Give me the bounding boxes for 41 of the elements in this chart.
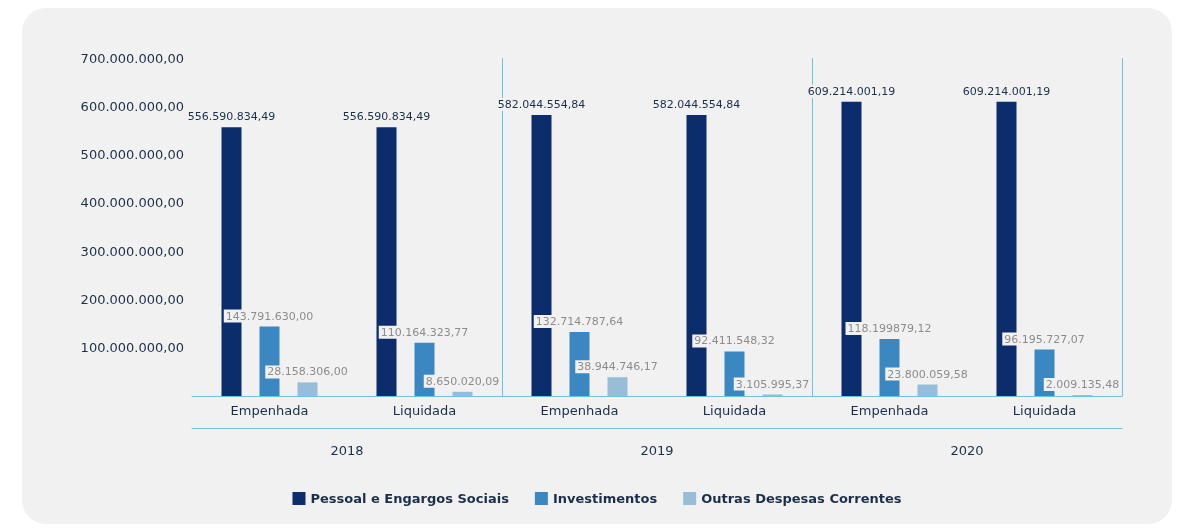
data-label: 96.195.727,07 [1004, 332, 1085, 346]
x-tick-label: Liquidada [1012, 403, 1077, 418]
data-label: 92.411.548,32 [694, 334, 775, 348]
data-label: 556.590.834,49 [342, 110, 431, 124]
data-label: 556.590.834,49 [187, 110, 276, 124]
y-tick-label: 600.000.000,00 [80, 98, 184, 114]
x-tick-label: Empenhada [230, 403, 309, 418]
bar [607, 377, 628, 396]
data-label: 110.164.323,77 [380, 325, 469, 339]
data-label: 609.214.001,19 [807, 84, 896, 98]
legend-label: Pessoal e Engargos Sociais [310, 491, 510, 506]
data-label: 2.009.135,48 [1045, 378, 1120, 392]
data-label: 609.214.001,19 [962, 84, 1051, 98]
data-label: 118.199879,12 [847, 321, 932, 335]
y-tick-label: 400.000.000,00 [80, 195, 184, 211]
x-tick-label: Liquidada [392, 403, 457, 418]
data-label: 8.650.020,09 [425, 374, 500, 388]
text: 2020 [950, 443, 984, 458]
legend-label: Outras Despesas Correntes [701, 491, 902, 506]
data-label: 582.044.554,84 [497, 97, 586, 111]
y-tick-label: 200.000.000,00 [80, 291, 184, 307]
data-label: 582.044.554,84 [652, 97, 741, 111]
bar [917, 384, 938, 396]
y-tick-label: 500.000.000,00 [80, 147, 184, 163]
data-label: 23.800.059,58 [887, 367, 968, 381]
y-tick-label: 300.000.000,00 [80, 243, 184, 259]
x-tick-label: Empenhada [540, 403, 619, 418]
x-tick-label: Liquidada [702, 403, 767, 418]
bar [452, 391, 473, 396]
data-label: 28.158.306,00 [267, 365, 348, 379]
text: 2018 [330, 443, 364, 458]
data-label: 3.105.995,37 [735, 377, 810, 391]
bar [297, 382, 318, 396]
data-label: 143.791.630,00 [225, 309, 314, 323]
y-tick-label: 700.000.000,00 [80, 50, 184, 66]
y-tick-label: 100.000.000,00 [80, 340, 184, 356]
data-label: 38.944.746,17 [577, 360, 658, 374]
x-tick-label: Empenhada [850, 403, 929, 418]
legend-label: Investimentos [552, 491, 658, 506]
text: 2019 [640, 443, 674, 458]
data-label: 132.714.787,64 [535, 314, 624, 328]
